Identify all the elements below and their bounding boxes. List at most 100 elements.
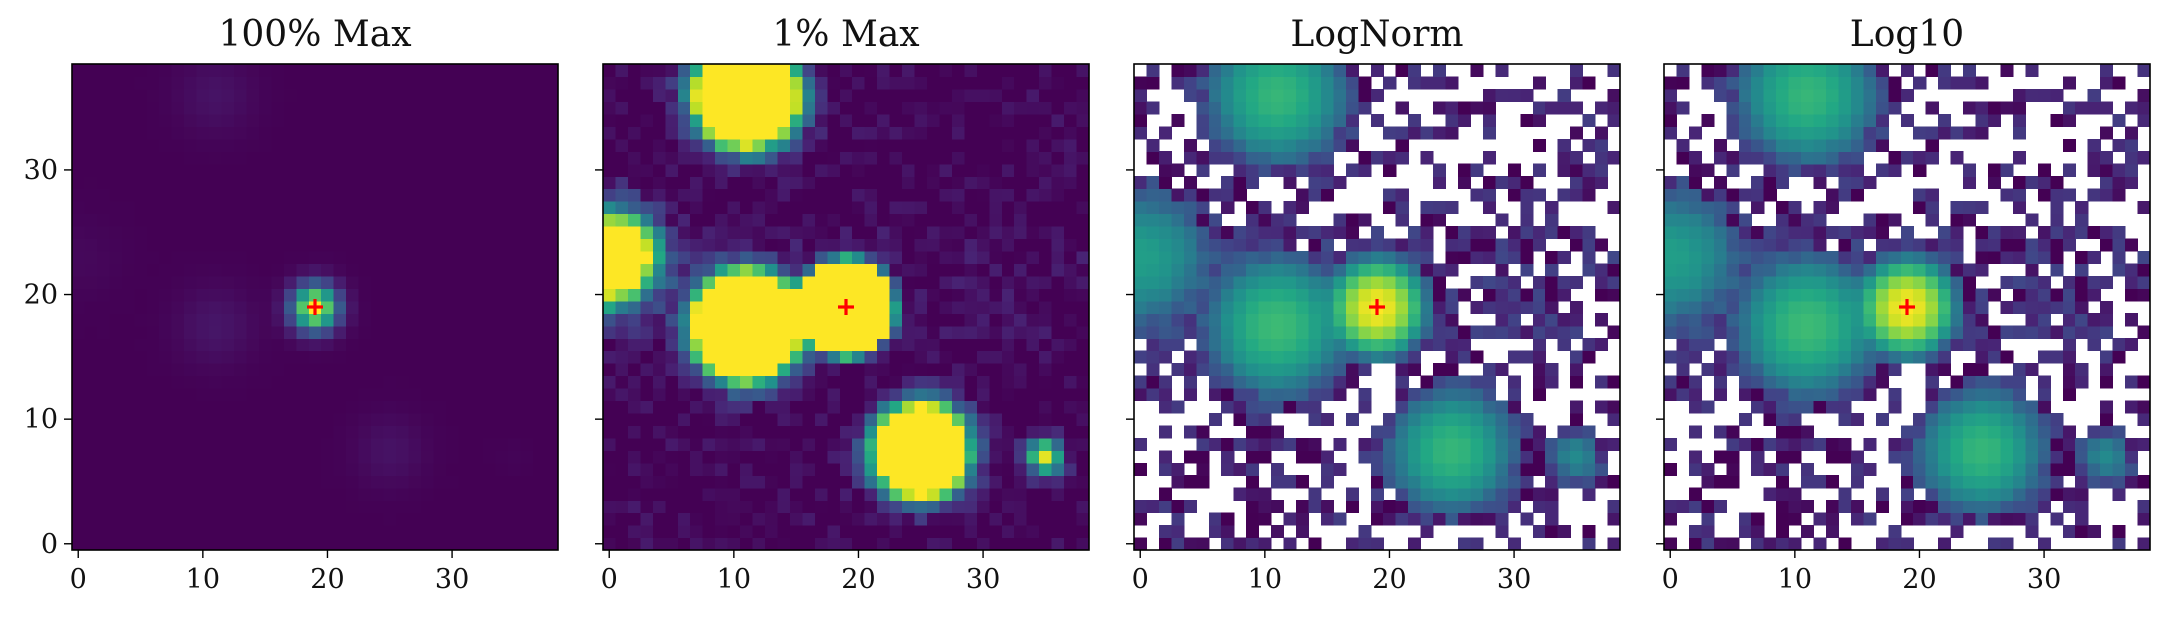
pixel <box>827 450 841 464</box>
pixel <box>1532 76 1546 90</box>
pixel <box>1171 475 1185 489</box>
pixel <box>839 425 853 439</box>
pixel <box>2025 475 2039 489</box>
pixel <box>702 64 716 78</box>
pixel <box>1051 275 1065 289</box>
pixel <box>1445 450 1459 464</box>
pixel <box>615 64 629 78</box>
pixel <box>702 101 716 115</box>
pixel <box>1950 512 1964 526</box>
pixel <box>2037 375 2051 389</box>
pixel <box>458 288 472 302</box>
pixel <box>159 76 173 90</box>
pixel <box>358 425 372 439</box>
pixel <box>296 313 310 327</box>
pixel <box>1014 350 1028 364</box>
pixel <box>951 151 965 165</box>
pixel <box>951 76 965 90</box>
pixel <box>96 388 110 402</box>
pixel <box>134 213 148 227</box>
pixel <box>159 388 173 402</box>
pixel <box>109 263 123 277</box>
pixel <box>1014 425 1028 439</box>
pixel <box>1183 238 1197 252</box>
pixel <box>827 400 841 414</box>
pixel <box>1975 475 1989 489</box>
pixel <box>1433 338 1447 352</box>
pixel <box>1420 325 1434 339</box>
pixel <box>1001 201 1015 215</box>
pixel <box>1545 375 1559 389</box>
pixel <box>802 213 816 227</box>
pixel <box>1788 263 1802 277</box>
pixel <box>545 437 559 451</box>
pixel <box>1938 487 1952 501</box>
pixel <box>445 163 459 177</box>
pixel <box>615 425 629 439</box>
pixel <box>1726 363 1740 377</box>
pixel <box>2012 238 2026 252</box>
pixel <box>889 450 903 464</box>
pixel <box>1826 338 1840 352</box>
pixel <box>1320 512 1334 526</box>
pixel <box>109 500 123 514</box>
pixel <box>1039 101 1053 115</box>
pixel <box>1246 475 1260 489</box>
pixel <box>396 250 410 264</box>
pixel <box>627 163 641 177</box>
pixel <box>1420 475 1434 489</box>
pixel <box>777 487 791 501</box>
pixel <box>1458 388 1472 402</box>
pixel <box>715 238 729 252</box>
pixel <box>1688 500 1702 514</box>
pixel <box>1963 425 1977 439</box>
pixel <box>615 475 629 489</box>
pixel <box>902 126 916 140</box>
pixel <box>2025 500 2039 514</box>
pixel <box>939 76 953 90</box>
pixel <box>1988 425 2002 439</box>
pixel <box>184 512 198 526</box>
pixel <box>321 213 335 227</box>
x-tick-label: 20 <box>1372 564 1406 595</box>
pixel <box>1788 437 1802 451</box>
pixel <box>814 226 828 240</box>
pixel <box>1664 300 1678 314</box>
pixel <box>677 138 691 152</box>
pixel <box>740 113 754 127</box>
pixel <box>627 313 641 327</box>
pixel <box>2062 325 2076 339</box>
pixel <box>877 338 891 352</box>
pixel <box>989 363 1003 377</box>
pixel <box>827 288 841 302</box>
pixel <box>1333 363 1347 377</box>
pixel <box>196 400 210 414</box>
pixel <box>677 338 691 352</box>
pixel <box>2112 425 2126 439</box>
pixel <box>877 113 891 127</box>
pixel <box>690 313 704 327</box>
pixel <box>346 201 360 215</box>
pixel <box>346 151 360 165</box>
pixel <box>146 138 160 152</box>
pixel <box>2125 313 2139 327</box>
pixel <box>627 250 641 264</box>
pixel <box>2137 288 2151 302</box>
pixel <box>802 76 816 90</box>
pixel <box>2012 188 2026 202</box>
pixel <box>914 400 928 414</box>
pixel <box>84 437 98 451</box>
pixel <box>209 288 223 302</box>
pixel <box>159 325 173 339</box>
pixel <box>740 226 754 240</box>
pixel <box>159 437 173 451</box>
pixel <box>827 263 841 277</box>
pixel <box>296 300 310 314</box>
pixel <box>1813 201 1827 215</box>
pixel <box>852 275 866 289</box>
pixel <box>1701 500 1715 514</box>
pixel <box>246 437 260 451</box>
pixel <box>2087 226 2101 240</box>
pixel <box>408 263 422 277</box>
pixel <box>483 462 497 476</box>
